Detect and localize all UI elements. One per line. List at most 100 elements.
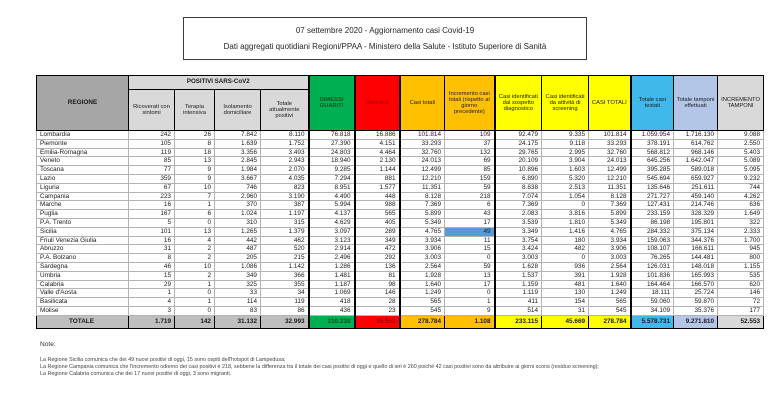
value-cell: 3.003 bbox=[398, 253, 446, 263]
value-cell: 1.984 bbox=[214, 165, 261, 175]
column-header-dimessi-guariti: DIMESSI GUARITI bbox=[307, 75, 356, 131]
value-cell: 1.810 bbox=[541, 217, 590, 228]
column-group-positivi: POSITIVI SARS-CoV2 bbox=[127, 75, 310, 90]
value-cell: 29.765 bbox=[493, 147, 543, 158]
value-cell: 349 bbox=[214, 270, 261, 281]
value-cell: 0 bbox=[541, 200, 590, 211]
value-cell: 32.993 bbox=[259, 314, 310, 329]
value-cell: 278.784 bbox=[588, 314, 632, 329]
value-cell: 481 bbox=[541, 279, 590, 290]
value-cell: 0 bbox=[444, 253, 496, 263]
value-cell: 325 bbox=[214, 279, 261, 290]
value-cell: 29 bbox=[128, 279, 175, 290]
value-cell: 1.649 bbox=[717, 209, 765, 219]
value-cell: 11 bbox=[444, 235, 496, 246]
table-row: Liguria 67 10 746 823 8.951 1.577 11.351 59 8.838… bbox=[36, 182, 765, 193]
table-row: Campania 223 7 2.960 3.190 4.490 448 8.128 218 7.… bbox=[36, 191, 765, 202]
value-cell: 988 bbox=[353, 200, 401, 211]
value-cell: 482 bbox=[541, 244, 590, 255]
covid-data-table: REGIONE POSITIVI SARS-CoV2 DIMESSI GUARI… bbox=[36, 75, 765, 329]
value-cell: 18.111 bbox=[629, 288, 675, 299]
column-header-tamponi-effettuati: Totale tamponi effettuati bbox=[673, 75, 719, 131]
value-cell: 744 bbox=[717, 182, 765, 193]
value-cell: 7 bbox=[174, 191, 215, 202]
region-name: Emilia-Romagna bbox=[36, 147, 129, 158]
value-cell: 1.159 bbox=[493, 279, 543, 290]
value-cell: 545 bbox=[588, 305, 632, 316]
value-cell: 135.646 bbox=[629, 182, 675, 193]
value-cell: 9.088 bbox=[717, 130, 765, 140]
table-row: Lazio 359 9 3.667 4.035 7.294 881 12.210 159 6.89… bbox=[36, 173, 765, 184]
column-header-incremento-casi: Incremento casi totali (rispetto al gior… bbox=[444, 75, 496, 131]
table-row: Molise 3 0 83 86 436 23 545 9 514 31 545 34.109 35.37… bbox=[36, 305, 765, 316]
table-row: Umbria 15 2 349 366 1.481 81 1.928 13 1.537 391 1.9… bbox=[36, 270, 765, 281]
value-cell: 101 bbox=[128, 226, 175, 237]
value-cell: 1.577 bbox=[353, 182, 401, 193]
value-cell: 2.550 bbox=[717, 138, 765, 149]
value-cell: 223 bbox=[128, 191, 175, 202]
value-cell: 4 bbox=[174, 235, 215, 246]
value-cell: 1 bbox=[174, 297, 215, 307]
value-cell: 0 bbox=[541, 253, 590, 263]
value-cell: 10.896 bbox=[493, 165, 543, 175]
value-cell: 5.578.731 bbox=[629, 314, 675, 329]
total-row: TOTALE 1.719 142 31.132 32.993 210.238 35.553 2… bbox=[36, 314, 765, 329]
value-cell: 3.816 bbox=[541, 209, 590, 219]
value-cell: 210.238 bbox=[307, 314, 356, 329]
value-cell: 76.265 bbox=[629, 253, 675, 263]
value-cell: 5.899 bbox=[588, 209, 632, 219]
value-cell: 0 bbox=[444, 288, 496, 299]
value-cell: 33.293 bbox=[398, 138, 446, 149]
value-cell: 405 bbox=[353, 217, 401, 228]
value-cell: 1.142 bbox=[259, 261, 310, 272]
notes-title: Note: bbox=[40, 341, 56, 348]
value-cell: 34 bbox=[259, 288, 310, 299]
value-cell: 3.123 bbox=[307, 235, 356, 246]
value-cell: 8.128 bbox=[398, 191, 446, 202]
table-row: Marche 16 1 370 387 5.994 988 7.369 6 7.369 0 7.369… bbox=[36, 200, 765, 211]
value-cell: 2.083 bbox=[493, 209, 543, 219]
value-cell: 15 bbox=[128, 270, 175, 281]
value-cell: 101.836 bbox=[629, 270, 675, 281]
value-cell: 614.762 bbox=[673, 138, 719, 149]
region-name: P.A. Trento bbox=[36, 217, 129, 228]
column-header-ricoverati: Ricoverati con sintomi bbox=[128, 89, 175, 131]
value-cell: 81 bbox=[353, 270, 401, 281]
value-cell: 86 bbox=[259, 305, 310, 316]
value-cell: 195.801 bbox=[673, 217, 719, 228]
value-cell: 1.249 bbox=[588, 288, 632, 299]
value-cell: 13 bbox=[174, 156, 215, 167]
value-cell: 1.639 bbox=[214, 138, 261, 149]
value-cell: 3.349 bbox=[493, 226, 543, 237]
value-cell: 462 bbox=[259, 235, 310, 246]
table-row: P.A. Trento 5 0 310 315 4.629 405 5.349 17 3.539 1… bbox=[36, 217, 765, 228]
column-header-casi-testati: Totale casi testati bbox=[629, 75, 675, 131]
value-cell: 4 bbox=[128, 297, 175, 307]
note-line-calabria: La Regione Calabria comunica che dei 17 … bbox=[40, 371, 232, 377]
value-cell: 0 bbox=[174, 288, 215, 299]
value-cell: 3.904 bbox=[541, 156, 590, 167]
value-cell: 31 bbox=[128, 244, 175, 255]
value-cell: 448 bbox=[353, 191, 401, 202]
table-row: Toscana 77 9 1.984 2.070 9.285 1.144 12.499 85 10… bbox=[36, 165, 765, 175]
region-name: Umbria bbox=[36, 270, 129, 281]
value-cell: 2.333 bbox=[717, 226, 765, 237]
value-cell: 144.481 bbox=[673, 253, 719, 263]
value-cell: 101.814 bbox=[398, 130, 446, 140]
value-cell: 1.024 bbox=[214, 209, 261, 219]
value-cell: 1.416 bbox=[541, 226, 590, 237]
value-cell: 945 bbox=[717, 244, 765, 255]
value-cell: 214.746 bbox=[673, 200, 719, 211]
value-cell: 823 bbox=[259, 182, 310, 193]
table-row: Emilia-Romagna 119 18 3.356 3.493 24.803 4.464… bbox=[36, 147, 765, 158]
value-cell: 24.013 bbox=[398, 156, 446, 167]
value-cell: 2.845 bbox=[214, 156, 261, 167]
table-row: P.A. Bolzano 8 2 205 215 2.496 292 3.003 0 3.003 0… bbox=[36, 253, 765, 263]
value-cell: 387 bbox=[259, 200, 310, 211]
value-cell: 15 bbox=[444, 244, 496, 255]
value-cell: 800 bbox=[717, 253, 765, 263]
region-name: Abruzzo bbox=[36, 244, 129, 255]
column-header-casi-totali: Casi totali bbox=[398, 75, 446, 131]
value-cell: 5.089 bbox=[717, 156, 765, 167]
value-cell: 881 bbox=[353, 173, 401, 184]
